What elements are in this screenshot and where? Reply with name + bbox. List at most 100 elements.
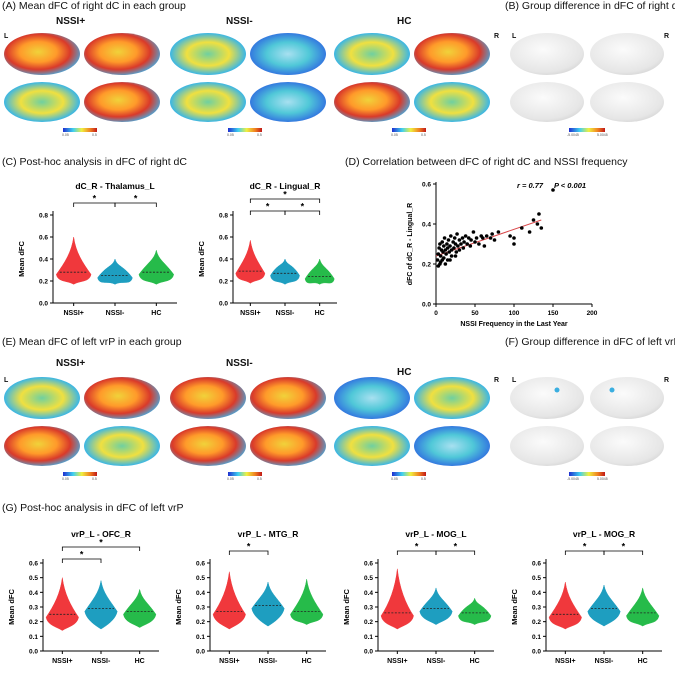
scatter-point	[474, 236, 479, 240]
x-tick-label: NSSI-	[427, 658, 446, 665]
scatter-point	[512, 242, 516, 246]
significance-star: *	[583, 542, 587, 552]
violin-nssi-minus	[84, 580, 118, 630]
y-axis-label: Mean dFC	[197, 241, 206, 277]
panel-b-left-label: L	[512, 33, 517, 40]
significance-star: *	[99, 538, 103, 548]
scatter-point	[539, 226, 544, 230]
annotation-r: r = 0.77	[517, 181, 544, 190]
y-axis-label: Mean dFC	[510, 589, 519, 625]
significance-star: *	[301, 202, 305, 212]
significance-bracket	[396, 550, 437, 555]
scatter-point	[481, 236, 485, 240]
chart-title: vrP_L - OFC_R	[71, 529, 131, 539]
panel-a-group-nssi-minus: NSSI-	[226, 16, 253, 27]
significance-bracket	[73, 202, 116, 207]
significance-bracket	[249, 198, 321, 203]
scatter-point	[463, 234, 468, 238]
significance-star: *	[80, 550, 84, 560]
y-tick-label: 0.0	[532, 649, 541, 656]
panel-e-brain-nssi-plus	[4, 377, 160, 466]
scatter-point	[492, 238, 497, 242]
chart-title: vrP_L - MOG_R	[573, 529, 635, 539]
violin-nssi-minusplus	[56, 236, 92, 285]
x-axis-label: NSSI Frequency in the Last Year	[460, 321, 568, 328]
scatter-point	[484, 234, 489, 238]
y-tick-label: 0.2	[364, 619, 373, 626]
panel-e-brain-maps	[4, 377, 490, 476]
y-tick-label: 0.3	[364, 605, 373, 612]
scatter-point	[440, 240, 445, 244]
x-tick-label: NSSI+	[63, 310, 83, 317]
significance-bracket	[228, 550, 269, 555]
chart-title: dC_R - Thalamus_L	[75, 181, 154, 191]
y-tick-label: 0.4	[196, 590, 205, 597]
scatter-point	[457, 238, 462, 242]
x-tick-label: NSSI+	[52, 658, 72, 665]
colorbar-min-label: 0.05	[62, 477, 69, 481]
y-tick-label: 0.6	[422, 182, 431, 189]
colorbar-max-label: 5.0045	[597, 133, 608, 137]
scatter-point	[442, 244, 446, 248]
violin-hc	[138, 250, 174, 285]
y-tick-label: 0.8	[219, 213, 228, 220]
scatter-point	[466, 236, 471, 240]
significance-star: *	[622, 542, 626, 552]
y-tick-label: 0.6	[364, 561, 373, 568]
scatter-point	[449, 248, 454, 252]
panel-e-group-nssi-minus: NSSI-	[226, 358, 253, 369]
x-tick-label: NSSI-	[92, 658, 111, 665]
panel-a-brain-nssi-minus	[170, 33, 326, 122]
scatter-point	[452, 236, 457, 240]
significance-bracket	[249, 210, 286, 215]
violin-hc	[626, 587, 660, 627]
y-tick-label: 0.0	[364, 649, 373, 656]
violin-chart-lingual: dC_R - Lingual_R Mean dFC 0.0 0.2 0.4 0.6 0.8 N…	[197, 181, 337, 317]
scatter-point	[468, 244, 473, 248]
y-axis-label: dFC of dC_R - Lingual_R	[407, 203, 414, 285]
y-axis-label: Mean dFC	[7, 589, 16, 625]
colorbar-max-label: 5.0045	[597, 477, 608, 481]
scatter-point	[465, 242, 469, 246]
x-tick-label: 50	[471, 310, 479, 317]
scatter-point	[490, 232, 494, 236]
scatter-point	[551, 188, 555, 192]
y-tick-label: 0.5	[532, 575, 541, 582]
x-tick-label: 100	[509, 310, 520, 317]
y-tick-label: 0.3	[196, 605, 205, 612]
regression-line	[435, 219, 542, 257]
scatter-point	[445, 246, 450, 250]
y-tick-label: 0.4	[29, 590, 38, 597]
panel-e-group-hc: HC	[397, 367, 412, 378]
violin-chart-thalamus: dC_R - Thalamus_L Mean dFC 0.0 0.2 0.4 0.6 0.8…	[17, 181, 177, 317]
scatter-point	[453, 242, 458, 246]
x-tick-label: NSSI-	[106, 310, 125, 317]
panel-a-colorbar-3	[392, 128, 426, 132]
y-tick-label: 0.0	[422, 302, 431, 309]
x-tick-label: HC	[470, 658, 480, 665]
scatter-point	[454, 250, 459, 254]
colorbar-max-label: 0.5	[257, 477, 262, 481]
scatter-point	[443, 248, 448, 252]
y-tick-label: 0.0	[219, 301, 228, 308]
colorbar-max-label: 0.5	[92, 477, 97, 481]
panel-a-brain-hc	[334, 33, 490, 122]
panel-d-title: (D) Correlation between dFC of right dC …	[345, 156, 628, 168]
y-tick-label: 0.2	[219, 279, 228, 286]
scatter-point	[442, 236, 447, 240]
significance-star: *	[415, 542, 419, 552]
colorbar-max-label: 0.5	[92, 133, 97, 137]
violin-nssi-minusplus	[45, 577, 79, 631]
panel-a-brain-nssi-plus	[4, 33, 160, 122]
panel-a-colorbar-2	[228, 128, 262, 132]
y-tick-label: 0.1	[29, 634, 38, 641]
scatter-point	[482, 244, 487, 248]
y-tick-label: 0.0	[29, 649, 38, 656]
scatter-chart-correlation: 0.0 0.2 0.4 0.6 0 50 100 150 200 NSSI Frequency i…	[407, 181, 598, 328]
x-tick-label: 0	[434, 310, 438, 317]
panel-a-right-label: R	[494, 33, 500, 40]
scatter-point	[438, 242, 442, 246]
y-tick-label: 0.2	[196, 619, 205, 626]
y-tick-label: 0.2	[29, 619, 38, 626]
y-tick-label: 0.6	[532, 561, 541, 568]
